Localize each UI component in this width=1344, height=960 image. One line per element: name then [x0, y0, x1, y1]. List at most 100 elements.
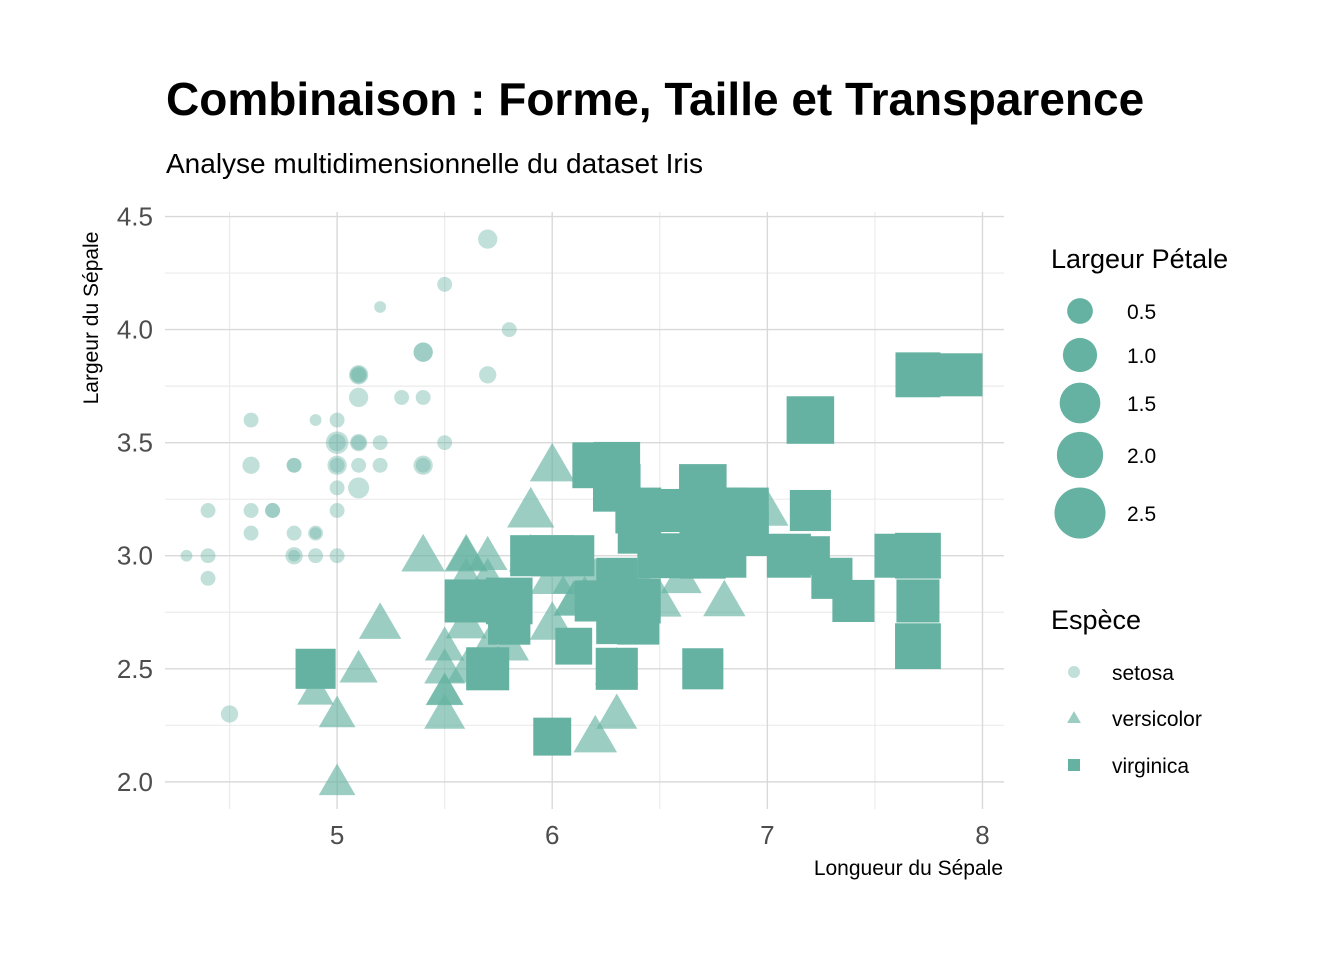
virginica-point — [679, 532, 726, 579]
setosa-point — [328, 434, 346, 452]
grid-lines — [165, 212, 1004, 809]
setosa-point — [348, 387, 369, 408]
setosa-point — [285, 547, 303, 565]
virginica-point — [679, 464, 727, 512]
size-legend-label: 1.5 — [1127, 393, 1156, 416]
y-axis-ticks: 2.0 2.5 3.0 3.5 4.0 4.5 — [117, 202, 153, 797]
versicolor-point — [529, 442, 575, 482]
setosa-point — [349, 434, 368, 452]
y-tick-label: 4.5 — [117, 202, 153, 232]
virginica-point — [832, 579, 875, 623]
size-legend-key — [1062, 337, 1098, 373]
y-axis-title: Largeur du Sépale — [80, 232, 103, 405]
setosa-point — [200, 548, 216, 564]
versicolor-point — [297, 673, 334, 705]
series-setosa — [180, 229, 517, 723]
setosa-point — [325, 431, 349, 454]
chart-subtitle: Analyse multidimensionnelle du dataset I… — [166, 148, 703, 179]
setosa-point — [348, 365, 369, 385]
virginica-point — [638, 534, 682, 578]
versicolor-point — [318, 763, 356, 796]
data-points — [180, 229, 983, 796]
size-legend: Largeur Pétale 0.5 1.0 1.5 2.0 2.5 — [1051, 244, 1228, 539]
x-tick-label: 7 — [760, 820, 774, 850]
shape-legend-label: setosa — [1112, 662, 1174, 685]
setosa-point — [180, 549, 193, 562]
setosa-point — [243, 503, 259, 518]
y-tick-label: 2.0 — [117, 767, 153, 797]
versicolor-point — [426, 673, 464, 705]
setosa-point — [308, 525, 324, 541]
setosa-point — [351, 367, 367, 383]
setosa-point — [329, 480, 345, 496]
virginica-point — [555, 627, 593, 665]
size-legend-key — [1056, 431, 1104, 479]
virginica-point — [466, 647, 510, 691]
y-tick-label: 3.5 — [117, 428, 153, 458]
virginica-point — [790, 536, 830, 576]
virginica-point — [895, 352, 941, 398]
size-legend-label: 1.0 — [1127, 345, 1156, 368]
setosa-point — [286, 457, 302, 473]
setosa-point — [243, 412, 259, 428]
setosa-point — [286, 457, 302, 473]
shape-legend-key-setosa — [1068, 666, 1080, 678]
setosa-point — [372, 435, 388, 451]
setosa-point — [372, 457, 388, 473]
size-legend-key — [1054, 487, 1106, 539]
versicolor-point — [424, 648, 466, 684]
y-tick-label: 3.0 — [117, 541, 153, 571]
versicolor-point — [401, 533, 445, 572]
versicolor-point — [318, 695, 356, 728]
virginica-point — [295, 648, 336, 689]
size-legend-key — [1067, 298, 1093, 324]
versicolor-point — [507, 486, 555, 528]
virginica-point — [789, 489, 831, 532]
versicolor-point — [358, 602, 402, 639]
setosa-point — [349, 366, 368, 384]
virginica-point — [895, 623, 941, 670]
virginica-point — [895, 532, 941, 579]
x-tick-label: 5 — [330, 820, 344, 850]
setosa-point — [437, 435, 453, 451]
setosa-point — [437, 276, 453, 292]
y-tick-label: 4.0 — [117, 315, 153, 345]
shape-legend: Espèce setosa versicolor virginica — [1051, 605, 1202, 778]
setosa-point — [415, 389, 431, 405]
shape-legend-label: versicolor — [1112, 708, 1202, 731]
setosa-point — [265, 503, 281, 518]
setosa-point — [348, 477, 370, 499]
x-axis-ticks: 5 6 7 8 — [330, 820, 990, 850]
setosa-point — [309, 527, 322, 540]
setosa-point — [479, 366, 497, 384]
setosa-point — [243, 525, 259, 541]
setosa-point — [351, 457, 367, 473]
virginica-point — [682, 648, 724, 690]
virginica-point — [595, 647, 638, 690]
virginica-point — [597, 581, 636, 620]
versicolor-point — [339, 649, 378, 683]
shape-legend-label: virginica — [1112, 755, 1189, 778]
setosa-point — [200, 570, 216, 586]
virginica-point — [488, 602, 531, 645]
setosa-point — [286, 525, 302, 541]
shape-legend-title: Espèce — [1051, 605, 1141, 635]
size-legend-title: Largeur Pétale — [1051, 244, 1228, 274]
versicolor-point — [573, 714, 618, 753]
shape-legend-key-versicolor — [1067, 711, 1081, 723]
chart-title: Combinaison : Forme, Taille et Transpare… — [166, 73, 1145, 125]
setosa-point — [327, 455, 347, 475]
setosa-point — [501, 322, 517, 338]
setosa-point — [413, 455, 433, 475]
shape-legend-key-virginica — [1068, 759, 1080, 771]
series-virginica — [295, 352, 983, 756]
setosa-point — [309, 414, 322, 426]
size-legend-key — [1059, 382, 1101, 424]
y-tick-label: 2.5 — [117, 654, 153, 684]
setosa-point — [329, 503, 345, 518]
setosa-point — [374, 301, 387, 313]
setosa-point — [329, 457, 345, 473]
virginica-point — [572, 442, 619, 489]
versicolor-point — [596, 693, 638, 729]
versicolor-point — [424, 693, 466, 729]
